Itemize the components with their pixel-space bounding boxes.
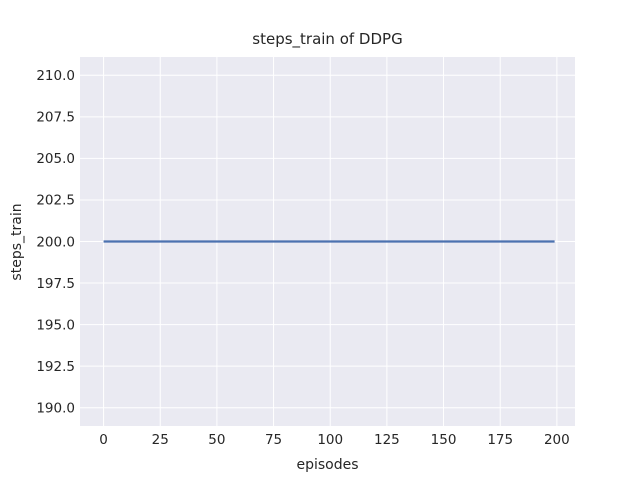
x-tick-label: 25	[152, 432, 169, 448]
y-tick-label: 202.5	[36, 193, 75, 209]
y-tick-label: 205.0	[36, 151, 75, 167]
x-tick-label: 150	[431, 432, 457, 448]
chart-title: steps_train of DDPG	[252, 30, 402, 49]
x-tick-label: 125	[374, 432, 400, 448]
y-tick-label: 192.5	[36, 359, 75, 375]
x-tick-label: 50	[208, 432, 225, 448]
y-tick-label: 207.5	[36, 110, 75, 126]
y-tick-label: 200.0	[36, 234, 75, 250]
y-axis-label: steps_train	[9, 203, 25, 280]
x-tick-label: 175	[487, 432, 513, 448]
x-axis-label: episodes	[296, 457, 358, 473]
y-tick-label: 195.0	[36, 317, 75, 333]
plot-area: 0 25 50 75 100 125 150 175 200 190.0 192.5 195.0 197…	[36, 57, 575, 448]
y-tick-label: 210.0	[36, 68, 75, 84]
y-tick-label: 197.5	[36, 276, 75, 292]
x-tick-label: 0	[99, 432, 108, 448]
y-tick-label: 190.0	[36, 401, 75, 417]
x-tick-label: 200	[544, 432, 570, 448]
x-tick-label: 100	[317, 432, 343, 448]
x-tick-label: 75	[265, 432, 282, 448]
